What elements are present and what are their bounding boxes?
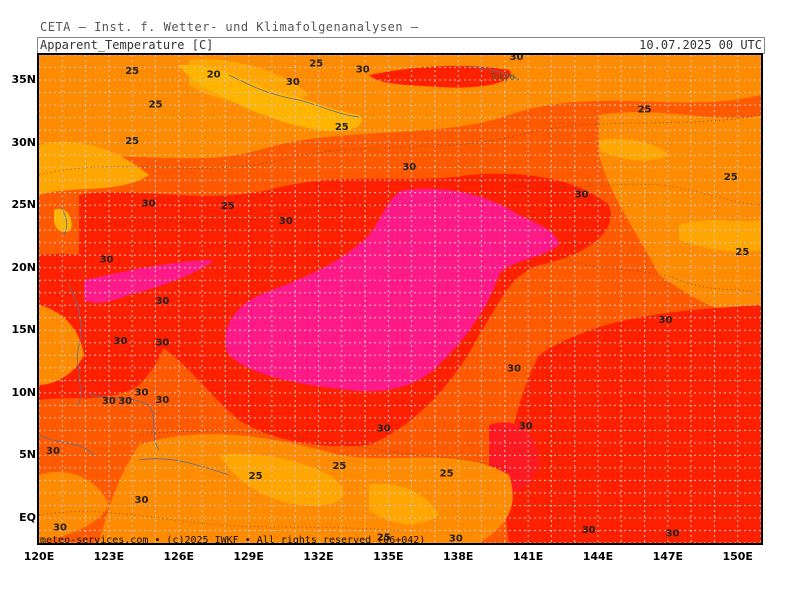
field-tokyo-hot	[369, 65, 511, 88]
contour-label: 30	[659, 315, 673, 326]
longitude-tick-label: 141E	[512, 550, 544, 563]
contour-label: 30	[53, 522, 67, 533]
latitude-tick-label: 25N	[11, 198, 36, 212]
map-frame[interactable]: 25 20 25 30 30 25 25 25 30 25 30 25 30 30 25 25 30 30 30 30…	[37, 53, 763, 545]
longitude-tick-label: 135E	[373, 550, 404, 563]
field-magenta-west	[84, 260, 214, 303]
field-south-yellow	[219, 453, 344, 506]
contour-label: 30	[286, 77, 300, 88]
dotted-isolines	[39, 114, 761, 543]
contour-label: 30	[449, 534, 463, 543]
contour-label: 30	[279, 216, 293, 227]
longitude-tick-label: 120E	[23, 550, 55, 563]
contour-label: 25	[148, 100, 162, 111]
grid-lines	[39, 55, 761, 543]
field-magenta-center	[225, 188, 559, 392]
latitude-tick-label: 35N	[11, 73, 36, 87]
contour-label: 25	[125, 136, 139, 147]
contour-label: 30	[509, 55, 523, 63]
contour-label: 30	[519, 421, 533, 432]
longitude-tick-label: 144E	[582, 550, 614, 563]
contour-label: 25	[125, 66, 139, 77]
contour-label: 25	[335, 122, 349, 133]
field-red-southeast	[505, 305, 761, 543]
variable-label: Apparent_Temperature [C]	[40, 38, 214, 52]
contour-label: 25	[377, 532, 391, 543]
valid-time-label: 10.07.2025 00 UTC	[639, 38, 762, 52]
longitude-tick-label: 126E	[163, 550, 194, 563]
contour-label: 30	[507, 364, 521, 375]
longitude-tick-label: 123E	[93, 550, 125, 563]
contour-label: 30	[135, 495, 149, 506]
contour-label: 30	[666, 529, 680, 540]
latitude-tick-label: 10N	[11, 385, 36, 399]
contour-label: 30	[155, 296, 169, 307]
field-south-yellow-2	[369, 484, 439, 525]
contour-label: 30	[155, 395, 169, 406]
contour-label: 30	[402, 162, 416, 173]
field-band-ne-yellow	[679, 220, 761, 252]
contour-label: 25	[724, 172, 738, 183]
longitude-tick-label: 147E	[652, 550, 684, 563]
contour-label: 30	[102, 396, 116, 407]
latitude-tick-label: 20N	[11, 260, 36, 274]
contour-label: 30	[142, 198, 156, 209]
contour-label: 30	[575, 190, 589, 201]
contour-label: 25	[638, 105, 652, 116]
contour-labels: 25 20 25 30 30 25 25 25 30 25 30 25 30 30 25 25 30 30 30 30…	[46, 55, 749, 543]
contour-label: 25	[332, 461, 346, 472]
field-west-orange-2	[39, 471, 109, 543]
coastlines	[39, 66, 520, 476]
longitude-tick-label: 129E	[233, 550, 264, 563]
field-band-ne-yellow-2	[599, 138, 669, 161]
contour-label: 30	[356, 65, 370, 76]
contour-label: 25	[249, 471, 263, 482]
organization-header: CETA — Inst. f. Wetter- und Klimafolgena…	[40, 20, 419, 34]
contour-label: 20	[207, 70, 221, 81]
latitude-tick-label: 30N	[11, 135, 36, 149]
field-band-north-yellow-2	[39, 141, 149, 195]
land-korea-japan	[179, 64, 362, 132]
contour-label: 30	[114, 336, 128, 347]
latitude-tick-label: 15N	[11, 323, 36, 337]
city-label-tokyo: Tokyo	[489, 72, 516, 82]
contour-label: 30	[155, 337, 169, 348]
longitude-tick-label: 138E	[442, 550, 474, 563]
contour-label: 30	[100, 255, 114, 266]
map-title-bar: Apparent_Temperature [C] 10.07.2025 00 U…	[37, 37, 765, 54]
latitude-tick-label: EQ	[19, 510, 36, 524]
contour-label: 25	[440, 469, 454, 480]
latitude-tick-label: 5N	[19, 448, 36, 462]
longitude-tick-label: 132E	[303, 550, 334, 563]
copyright-footer: meteo-services.com • (c)2025 IWKF • All …	[40, 535, 426, 546]
longitude-tick-label: 150E	[722, 550, 753, 563]
contour-label: 25	[309, 58, 323, 69]
contour-label: 25	[221, 201, 235, 212]
contour-label: 30	[377, 424, 391, 435]
field-west-orange	[39, 305, 84, 385]
contour-label: 30	[582, 525, 596, 536]
contour-label: 30	[46, 446, 60, 457]
field-band-ne-orange	[599, 112, 761, 312]
weather-map[interactable]: 25 20 25 30 30 25 25 25 30 25 30 25 30 30 25 25 30 30 30 30…	[39, 55, 761, 543]
contour-label: 30	[135, 387, 149, 398]
contour-label: 30	[118, 396, 132, 407]
contour-label: 25	[735, 247, 749, 258]
